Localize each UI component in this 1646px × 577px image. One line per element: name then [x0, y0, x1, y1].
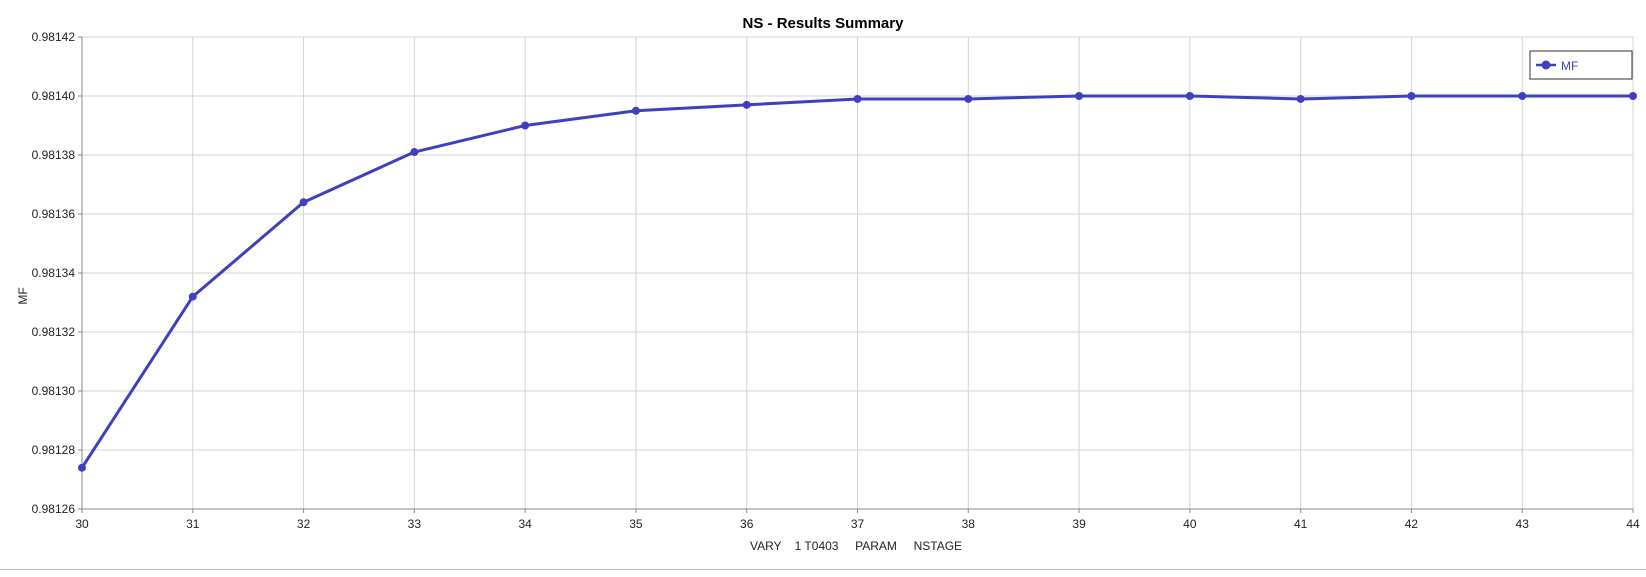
x-tick-label: 31 — [186, 517, 200, 531]
data-point — [853, 94, 862, 103]
y-axis-ticks: 0.98142 0.98140 0.98138 0.98136 0.98134 0.981… — [32, 30, 82, 516]
y-tick-label: 0.98130 — [32, 384, 76, 398]
x-tick-label: 42 — [1405, 517, 1419, 531]
x-axis-ticks: 30 31 32 33 34 35 36 37 38 39 40 41 42 43 44 — [75, 509, 1640, 531]
y-tick-label: 0.98136 — [32, 207, 76, 221]
data-point — [964, 94, 973, 103]
series-layer — [78, 92, 1637, 472]
y-tick-label: 0.98134 — [32, 266, 76, 280]
data-point — [1185, 92, 1194, 100]
x-tick-label: 32 — [297, 517, 311, 531]
y-tick-label: 0.98142 — [32, 30, 76, 44]
x-tick-label: 36 — [740, 517, 754, 531]
x-tick-label: 43 — [1516, 517, 1530, 531]
x-tick-label: 44 — [1626, 517, 1640, 531]
data-point — [1518, 92, 1527, 100]
y-tick-label: 0.98138 — [32, 148, 76, 162]
window-bottom-border — [0, 569, 1646, 570]
data-point — [1407, 92, 1416, 100]
x-tick-label: 37 — [851, 517, 865, 531]
data-point — [1629, 92, 1637, 100]
legend-swatch-marker — [1541, 60, 1551, 70]
x-axis-label: VARY 1 T0403 PARAM NSTAGE — [750, 539, 962, 553]
y-tick-label: 0.98126 — [32, 502, 76, 516]
y-tick-label: 0.98132 — [32, 325, 76, 339]
data-point — [188, 292, 197, 301]
legend[interactable]: MF — [1529, 50, 1633, 80]
data-point — [299, 198, 308, 207]
y-tick-label: 0.98140 — [32, 89, 76, 103]
x-tick-label: 30 — [75, 517, 89, 531]
data-point — [410, 148, 419, 157]
data-point — [1296, 94, 1305, 103]
x-tick-label: 35 — [629, 517, 643, 531]
y-tick-label: 0.98128 — [32, 443, 76, 457]
chart-title: NS - Results Summary — [743, 15, 905, 32]
x-tick-label: 34 — [518, 517, 532, 531]
data-point — [521, 121, 530, 130]
x-tick-label: 39 — [1072, 517, 1086, 531]
x-tick-label: 38 — [962, 517, 976, 531]
grid — [81, 36, 1634, 510]
x-tick-label: 40 — [1183, 517, 1197, 531]
x-tick-label: 33 — [408, 517, 422, 531]
data-point — [78, 463, 86, 472]
data-point — [631, 106, 640, 115]
data-point — [1075, 92, 1084, 100]
data-point — [742, 100, 751, 109]
y-axis-label: MF — [16, 287, 30, 304]
legend-label-mf: MF — [1561, 59, 1578, 73]
x-tick-label: 41 — [1294, 517, 1308, 531]
